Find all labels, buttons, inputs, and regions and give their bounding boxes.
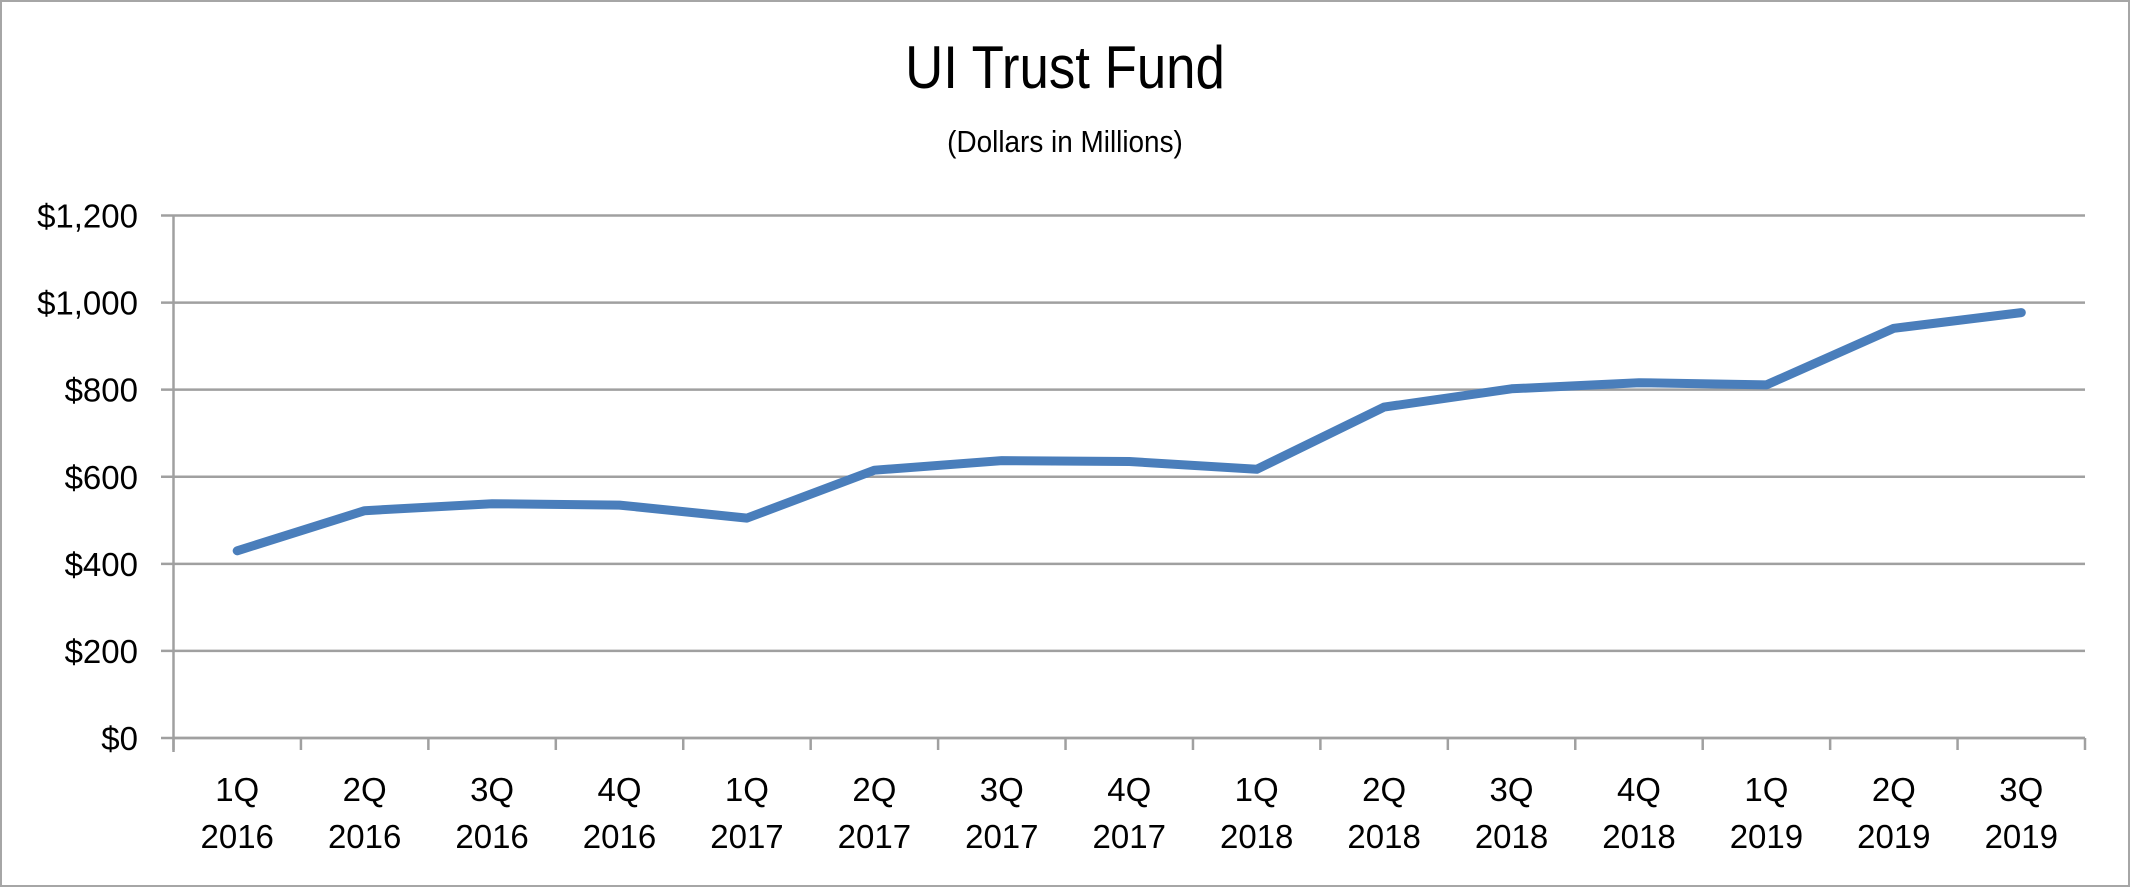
x-category-quarter: 2Q [852, 771, 896, 808]
x-axis [172, 736, 2087, 750]
x-category-quarter: 2Q [1362, 771, 1406, 808]
x-axis-category-labels: 1Q 2016 2Q 2016 3Q 2016 4Q 2016 1Q 2017 2Q 2017 3Q 20… [201, 771, 2058, 855]
x-category-quarter: 2Q [343, 771, 387, 808]
x-category-year: 2017 [1093, 818, 1166, 855]
horizontal-gridlines [161, 214, 2085, 740]
x-category-quarter: 2Q [1872, 771, 1916, 808]
x-category-quarter: 4Q [1617, 771, 1661, 808]
x-category-quarter: 1Q [725, 771, 769, 808]
x-category-quarter: 3Q [1999, 771, 2043, 808]
x-category-quarter: 4Q [1107, 771, 1151, 808]
x-category-year: 2019 [1857, 818, 1930, 855]
y-tick-label: $800 [65, 372, 138, 409]
y-tick-label: $400 [65, 546, 138, 583]
x-category-year: 2019 [1985, 818, 2058, 855]
x-category-quarter: 3Q [470, 771, 514, 808]
x-category-year: 2016 [201, 818, 274, 855]
x-category-year: 2019 [1730, 818, 1803, 855]
y-tick-label: $0 [101, 720, 138, 757]
x-category-year: 2016 [328, 818, 401, 855]
y-tick-label: $600 [65, 459, 138, 496]
x-category-quarter: 3Q [980, 771, 1024, 808]
x-category-year: 2016 [583, 818, 656, 855]
x-category-year: 2018 [1602, 818, 1675, 855]
series-line [232, 308, 2026, 556]
x-category-year: 2018 [1347, 818, 1420, 855]
y-axis-tick-labels: $0 $200 $400 $600 $800 $1,000 $1,200 [37, 198, 138, 758]
x-category-quarter: 4Q [598, 771, 642, 808]
x-category-year: 2017 [965, 818, 1038, 855]
x-category-year: 2017 [838, 818, 911, 855]
x-category-quarter: 1Q [215, 771, 259, 808]
x-category-quarter: 1Q [1744, 771, 1788, 808]
y-tick-label: $1,000 [37, 285, 138, 322]
x-category-quarter: 3Q [1490, 771, 1534, 808]
x-category-quarter: 1Q [1235, 771, 1279, 808]
y-tick-label: $200 [65, 633, 138, 670]
x-category-year: 2018 [1475, 818, 1548, 855]
chart-subtitle: (Dollars in Millions) [947, 124, 1183, 159]
x-category-year: 2018 [1220, 818, 1293, 855]
data-series [232, 308, 2026, 556]
y-tick-label: $1,200 [37, 198, 138, 235]
x-category-year: 2017 [710, 818, 783, 855]
chart-title: UI Trust Fund [905, 34, 1225, 101]
x-category-year: 2016 [455, 818, 528, 855]
